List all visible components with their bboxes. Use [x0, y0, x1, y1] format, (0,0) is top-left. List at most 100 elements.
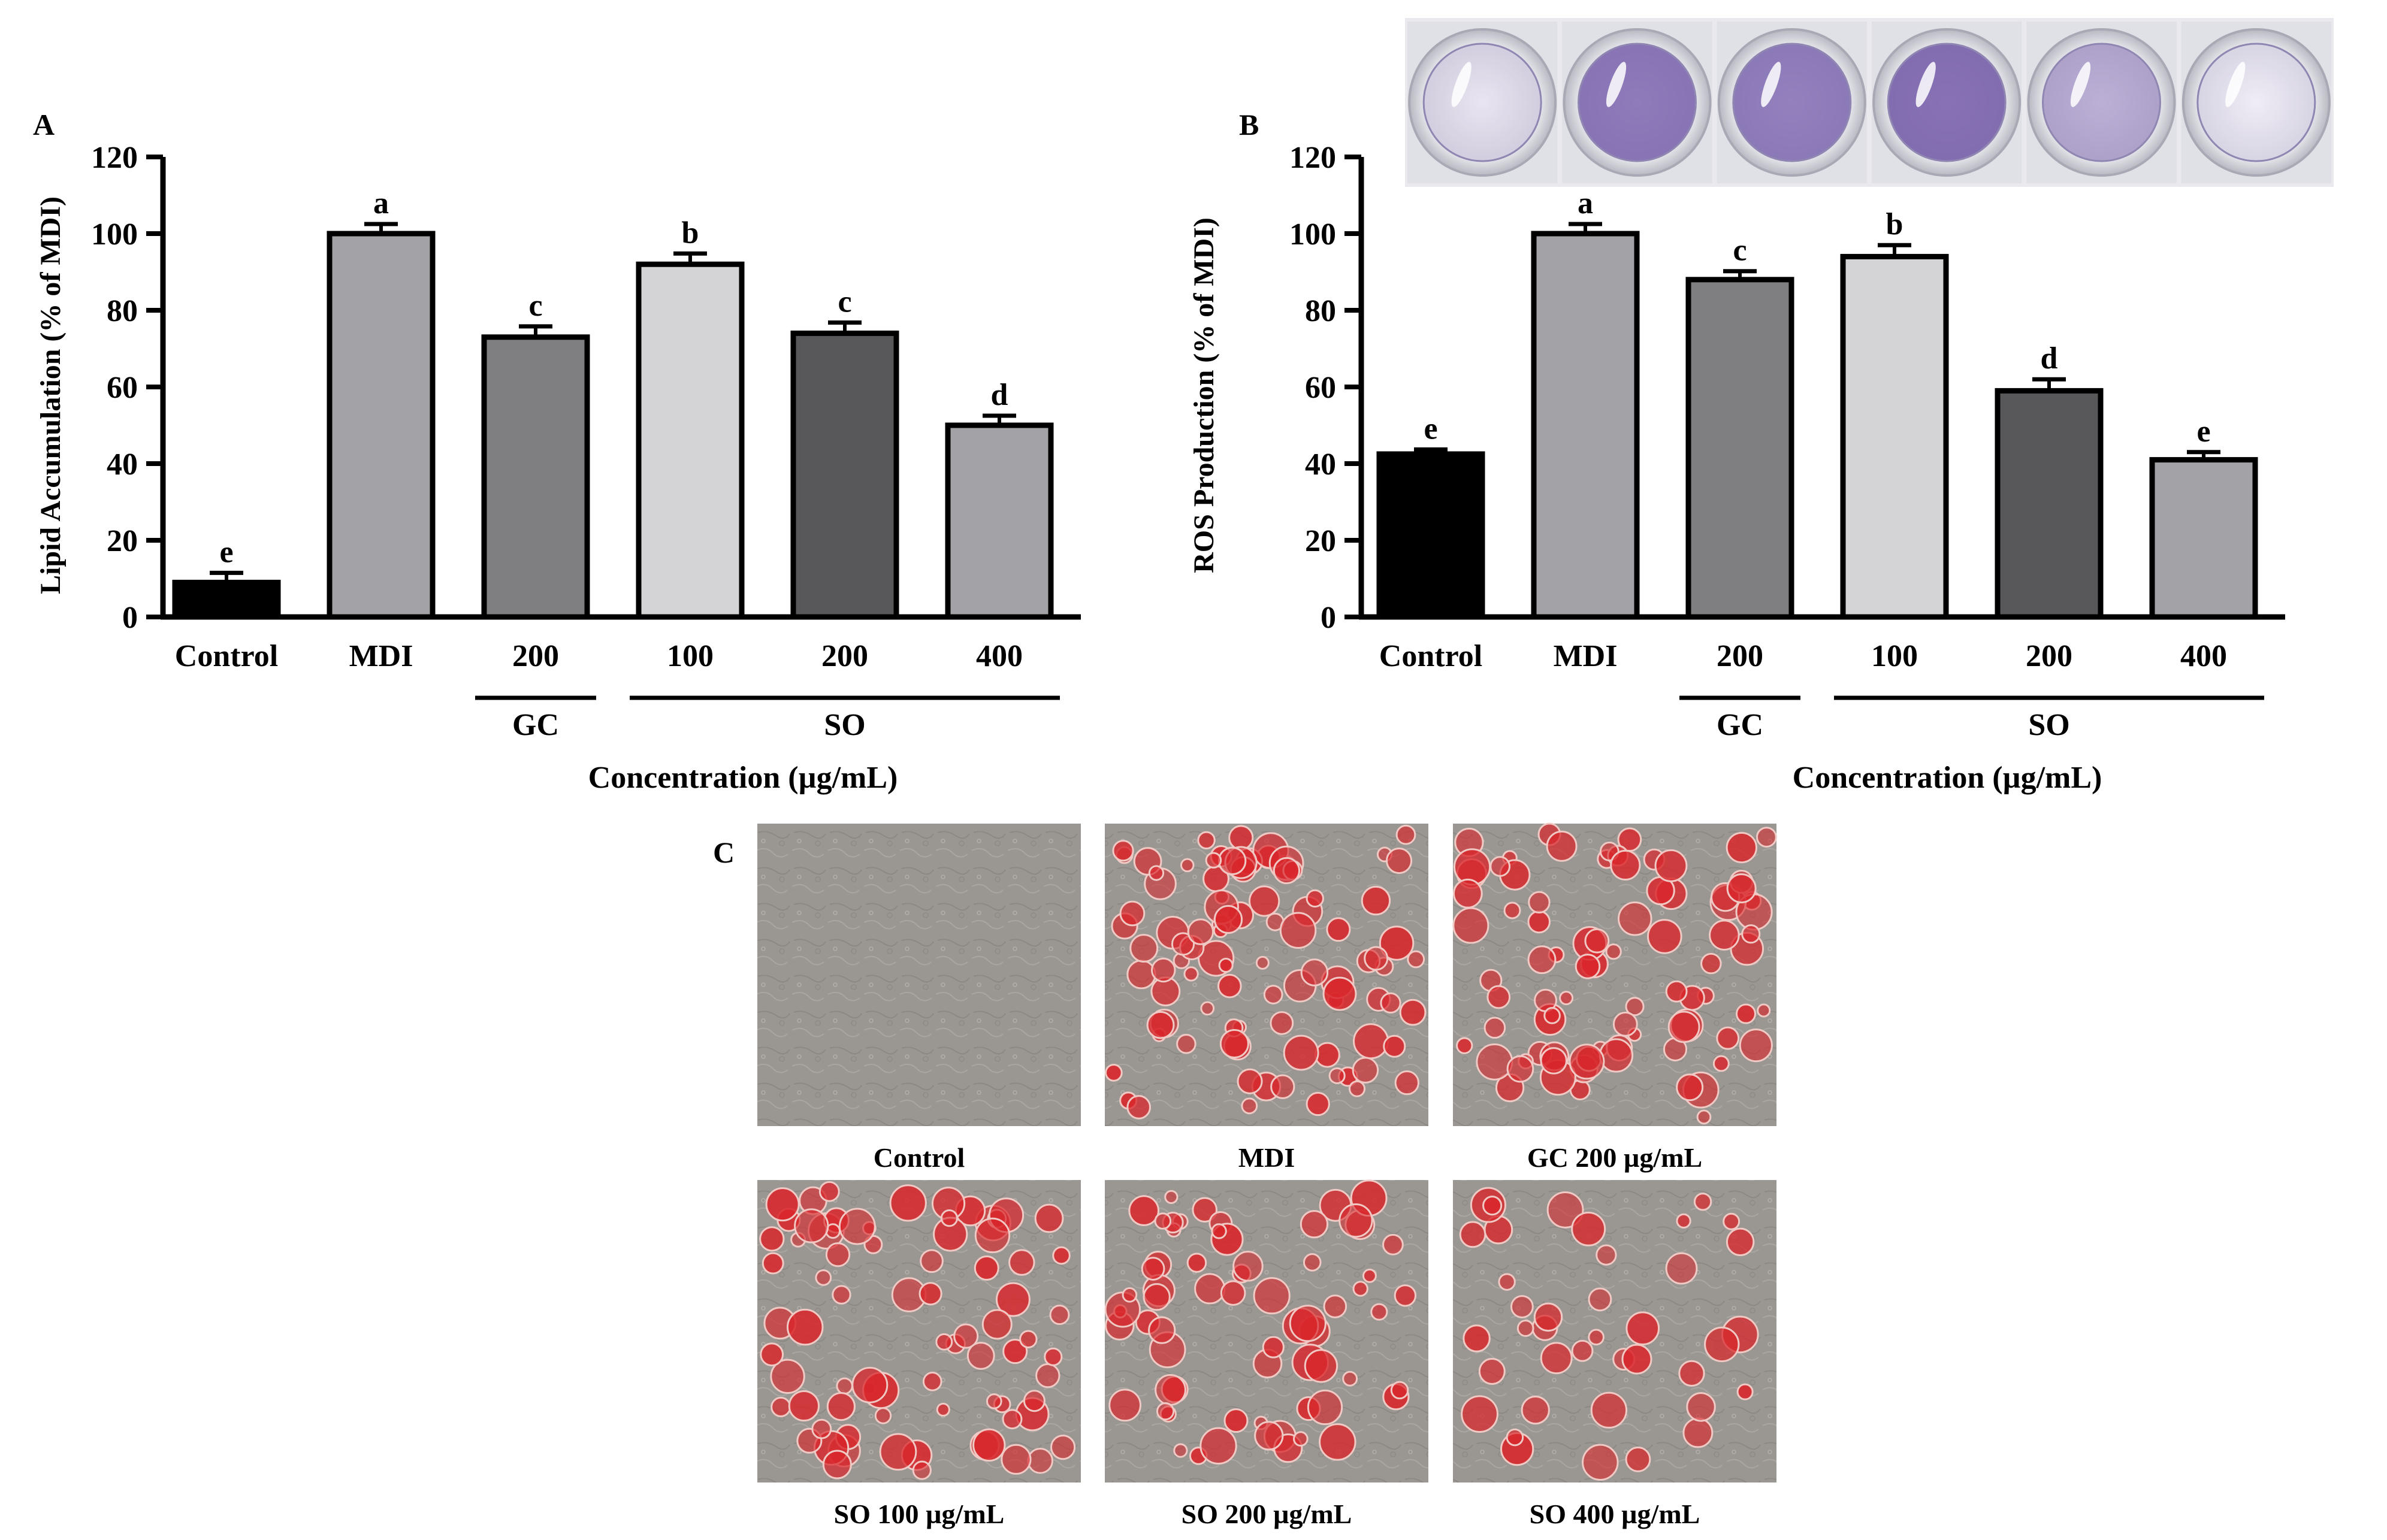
lipid-droplet	[1364, 946, 1389, 971]
lipid-droplet	[986, 1393, 1002, 1409]
lipid-droplet	[1254, 1421, 1284, 1451]
lipid-droplet	[1482, 1196, 1503, 1216]
micrograph-grid: Control MDI GC 200 µg/mL SO 100 µg/mL SO 200…	[757, 822, 1777, 1529]
micrograph-texture	[757, 824, 1081, 1126]
lipid-droplet	[1540, 1047, 1567, 1075]
lipid-droplet	[786, 1308, 824, 1346]
lipid-droplet	[1164, 1190, 1179, 1205]
lipid-droplet	[1200, 1001, 1215, 1016]
well-stain	[1578, 43, 1697, 162]
lipid-droplet	[1171, 932, 1195, 956]
chart-a-significance-label: d	[991, 378, 1008, 412]
lipid-droplet	[879, 1433, 917, 1471]
chart-b-bar	[1840, 253, 1949, 620]
lipid-droplet	[1584, 928, 1610, 954]
chart-b-y-tick-label: 0	[1321, 601, 1336, 635]
lipid-droplet	[1498, 1273, 1516, 1291]
lipid-droplet	[1306, 1091, 1330, 1117]
lipid-droplet	[1599, 1038, 1634, 1073]
lipid-droplet	[811, 1418, 832, 1439]
lipid-droplet	[1322, 976, 1357, 1011]
lipid-droplet	[1151, 957, 1176, 983]
lipid-droplet	[1293, 1431, 1309, 1447]
lipid-droplet	[1407, 950, 1425, 969]
lipid-droplet	[1546, 1191, 1584, 1229]
well-stain	[1732, 43, 1852, 162]
lipid-droplet	[1735, 1003, 1757, 1024]
lipid-droplet	[1342, 1370, 1358, 1387]
lipid-droplet	[1712, 1055, 1730, 1072]
lipid-droplet	[1052, 1246, 1071, 1265]
chart-b-y-tick-label: 40	[1305, 447, 1336, 482]
chart-b-significance-label: b	[1886, 207, 1903, 241]
chart-b-y-tick-label: 80	[1305, 294, 1336, 328]
micrograph: MDI	[1105, 824, 1428, 1173]
lipid-droplet	[1328, 1067, 1346, 1085]
lipid-droplet	[1001, 1444, 1032, 1475]
chart-a-bar	[327, 231, 436, 620]
lipid-droplet	[1483, 1016, 1506, 1039]
lipid-droplet	[1390, 1381, 1409, 1400]
panel-label-b: B	[1239, 108, 1259, 141]
lipid-droplet	[1218, 957, 1234, 973]
lipid-droplet	[1361, 885, 1391, 916]
lipid-droplet	[1186, 1252, 1207, 1273]
lipid-droplet	[1486, 985, 1511, 1009]
lipid-droplet	[1108, 1388, 1141, 1422]
lipid-droplet	[1757, 1003, 1771, 1018]
lipid-droplet	[1019, 1330, 1038, 1348]
micrograph-caption: GC 200 µg/mL	[1527, 1142, 1702, 1173]
lipid-droplet	[1489, 856, 1511, 877]
lipid-droplet	[1314, 1042, 1340, 1068]
lipid-droplet	[1248, 885, 1280, 917]
lipid-droplet	[1023, 1390, 1046, 1412]
lipid-droplet	[788, 1390, 820, 1422]
lipid-droplet	[1625, 1446, 1651, 1472]
lipid-droplet	[1002, 1409, 1023, 1430]
lipid-droplet	[771, 1396, 791, 1418]
well-plate-photo	[1405, 18, 2334, 187]
lipid-droplet	[1002, 1339, 1028, 1364]
micrograph-caption: MDI	[1238, 1142, 1295, 1173]
chart-a-group-label: GC	[512, 708, 559, 742]
well-plate-background	[1405, 18, 2334, 187]
chart-b-group-label: GC	[1717, 708, 1763, 742]
panel-label-c: C	[713, 836, 735, 869]
lipid-droplet	[1352, 1057, 1379, 1084]
lipid-droplet	[765, 1187, 800, 1222]
lipid-droplet	[1676, 1213, 1691, 1229]
lipid-droplet	[1625, 997, 1645, 1016]
lipid-droplet	[1395, 824, 1416, 845]
lipid-droplet	[974, 1217, 1011, 1254]
lipid-droplet	[1452, 878, 1483, 909]
chart-a-y-tick-label: 0	[122, 601, 138, 635]
chart-b-plot: 0 20 40 60 80 100 120 e Control a MDI c 200 b 100 d 200 e…	[1289, 141, 2285, 742]
lipid-droplet	[832, 1285, 851, 1305]
lipid-droplet	[1559, 991, 1574, 1006]
lipid-droplet	[953, 1323, 979, 1349]
well-glare	[1606, 62, 1627, 107]
lipid-droplet	[1228, 825, 1254, 851]
lipid-droplet	[1582, 1444, 1619, 1481]
chart-b-y-axis-label: ROS Production (% of MDI)	[1188, 217, 1220, 573]
lipid-droplet	[1546, 830, 1578, 862]
lipid-droplet	[1300, 1210, 1329, 1239]
well-glare	[2225, 62, 2246, 107]
lipid-droplet	[826, 1392, 856, 1421]
lipid-droplet	[1612, 1011, 1638, 1037]
micrograph-caption: SO 100 µg/mL	[834, 1499, 1005, 1529]
chart-a-y-tick-label: 20	[107, 524, 138, 558]
lipid-droplet	[1459, 1221, 1486, 1248]
well	[2026, 22, 2177, 183]
chart-a-category-label: MDI	[349, 639, 413, 673]
well	[1717, 22, 1867, 183]
lipid-droplet	[1693, 1193, 1712, 1211]
chart-a-bar	[172, 579, 281, 620]
lipid-droplet	[770, 1359, 805, 1394]
lipid-droplet	[1323, 1294, 1347, 1318]
well-stain	[1887, 43, 2007, 162]
chart-a-y-tick-label: 40	[107, 447, 138, 482]
well-rim	[2027, 28, 2176, 177]
chart-a-significance-label: b	[682, 216, 699, 250]
chart-b-significance-label: d	[2041, 341, 2058, 376]
